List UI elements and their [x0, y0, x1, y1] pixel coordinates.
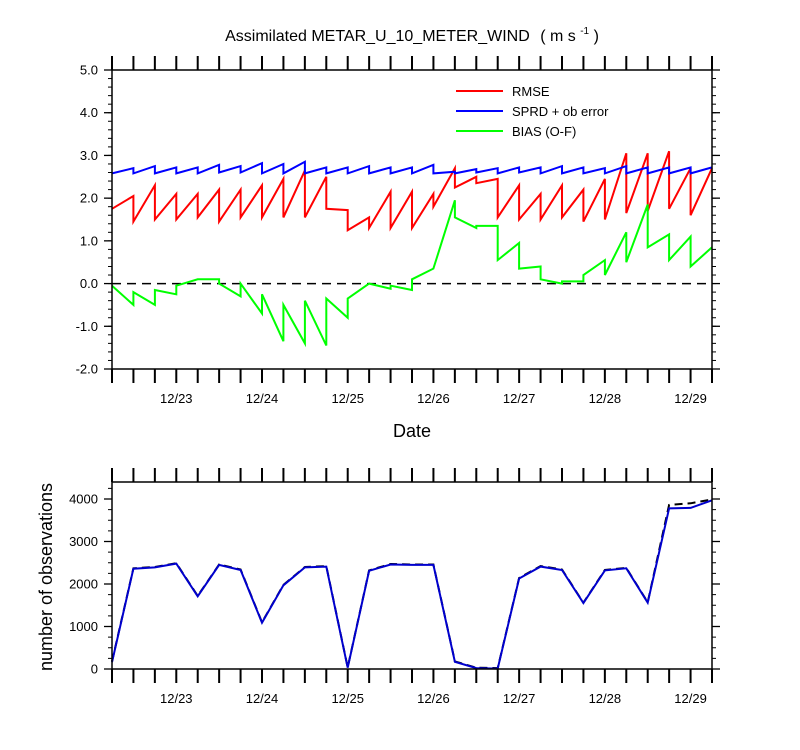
legend-label: SPRD + ob error — [512, 104, 609, 119]
chart-title: Assimilated METAR_U_10_METER_WIND ( m s … — [225, 21, 599, 45]
y-tick-label: 3.0 — [80, 148, 98, 163]
x-tick-label: 12/27 — [503, 391, 536, 406]
top-panel: -2.0 -1.0 0.0 1.0 2.0 3.0 4.0 5.0 12/23 12/24 12/2… — [76, 56, 720, 406]
x-tick-label: 12/24 — [246, 691, 279, 706]
x-tick-label: 12/29 — [674, 691, 707, 706]
x-tick-label: 12/29 — [674, 391, 707, 406]
x-tick-label: 12/28 — [589, 391, 622, 406]
chart-title-units-close: ) — [594, 28, 599, 45]
bottom-series-group — [111, 498, 713, 670]
series-line-bias-o-f- — [111, 199, 713, 348]
y-tick-label: 4000 — [69, 492, 98, 507]
x-tick-label: 12/26 — [417, 691, 450, 706]
top-series-group — [111, 150, 713, 348]
bottom-ticks: 0 1000 2000 3000 4000 12/23 12/24 12/25 12/26 12/… — [69, 468, 720, 706]
x-tick-label: 12/25 — [331, 391, 364, 406]
chart-title-units: ( m s — [540, 28, 576, 45]
y-tick-label: -1.0 — [76, 319, 98, 334]
x-tick-label: 12/27 — [503, 691, 536, 706]
y-tick-label: 2000 — [69, 577, 98, 592]
bottom-plot-frame — [111, 481, 713, 670]
series-line-assimilated-observations — [111, 499, 713, 670]
x-tick-label: 12/23 — [160, 691, 193, 706]
x-tick-label: 12/23 — [160, 391, 193, 406]
x-tick-label: 12/28 — [589, 691, 622, 706]
bottom-panel: 0 1000 2000 3000 4000 12/23 12/24 12/25 12/26 12/… — [69, 468, 720, 706]
y-tick-label: 4.0 — [80, 105, 98, 120]
y-tick-label: 1000 — [69, 619, 98, 634]
series-line-sprd-ob-error — [111, 160, 713, 176]
chart-title-units-exponent: -1 — [580, 26, 589, 37]
y-tick-label: -2.0 — [76, 362, 98, 377]
series-line-rmse — [111, 150, 713, 232]
legend-label: RMSE — [512, 84, 550, 99]
y-tick-label: 1.0 — [80, 233, 98, 248]
chart-title-main: Assimilated METAR_U_10_METER_WIND — [225, 28, 530, 45]
series-line-possible-observations — [111, 498, 713, 670]
legend: RMSE SPRD + ob error BIAS (O-F) — [456, 84, 609, 139]
y-axis-title-observations: number of observations — [36, 483, 56, 671]
y-tick-label: 5.0 — [80, 63, 98, 78]
x-tick-label: 12/24 — [246, 391, 279, 406]
y-tick-label: 3000 — [69, 534, 98, 549]
x-tick-label: 12/25 — [331, 691, 364, 706]
legend-label: BIAS (O-F) — [512, 124, 576, 139]
top-ticks: -2.0 -1.0 0.0 1.0 2.0 3.0 4.0 5.0 12/23 12/24 12/2… — [76, 56, 720, 406]
y-tick-label: 0 — [91, 662, 98, 677]
x-axis-title: Date — [393, 421, 431, 441]
x-tick-label: 12/26 — [417, 391, 450, 406]
y-tick-label: 0.0 — [80, 276, 98, 291]
y-tick-label: 2.0 — [80, 191, 98, 206]
